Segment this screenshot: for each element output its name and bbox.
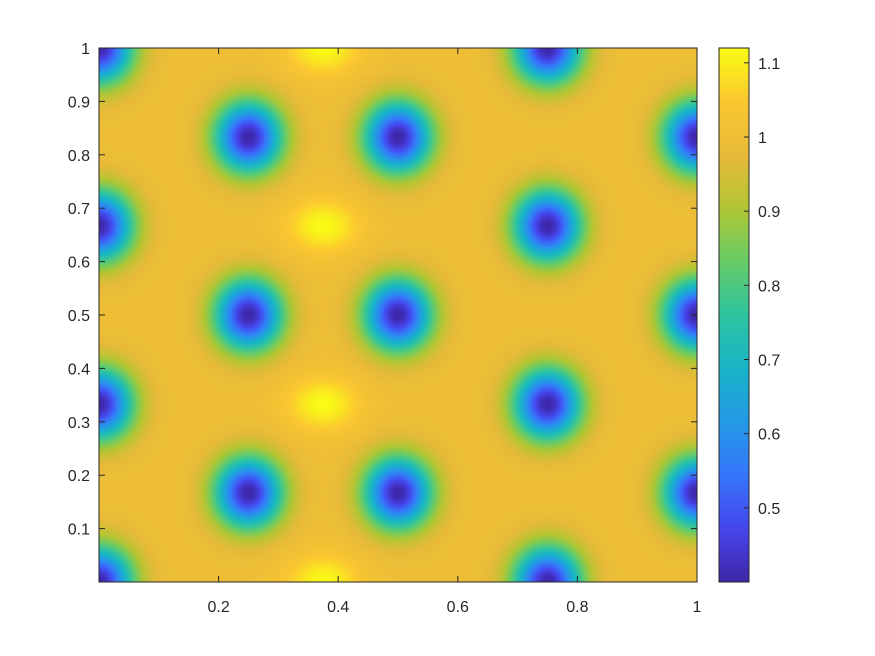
y-tick-label: 0.9 [68,94,90,111]
colorbar-tick-label: 1 [758,130,767,147]
colorbar-tick-label: 0.8 [758,278,780,295]
y-tick-label: 1 [81,41,90,58]
y-axis: 0.1 0.2 0.3 0.4 0.5 0.6 0.7 0.8 0.9 1 [68,41,697,539]
x-axis: 0.2 0.4 0.6 0.8 1 [207,48,702,616]
y-tick-label: 0.5 [68,308,90,325]
y-tick-label: 0.2 [68,468,90,485]
x-tick-label: 0.4 [327,599,349,616]
colorbar [718,47,750,583]
colorbar-tick-label: 0.6 [758,427,780,444]
colorbar-tick-label: 0.5 [758,501,780,518]
colorbar-axis: 0.5 0.6 0.7 0.8 0.9 1 1.1 [744,56,780,518]
colorbar-tick-label: 1.1 [758,56,780,73]
x-tick-label: 0.6 [447,599,469,616]
x-tick-label: 1 [693,599,702,616]
x-tick-label: 0.2 [207,599,229,616]
heatmap-image [99,48,697,582]
y-tick-label: 0.7 [68,201,90,218]
y-tick-label: 0.6 [68,255,90,272]
colorbar-tick-label: 0.9 [758,204,780,221]
y-tick-label: 0.8 [68,148,90,165]
x-tick-label: 0.8 [566,599,588,616]
y-tick-label: 0.1 [68,522,90,539]
axes-frame [98,47,698,583]
y-tick-label: 0.4 [68,361,90,378]
colorbar-tick-label: 0.7 [758,353,780,370]
y-tick-label: 0.3 [68,415,90,432]
